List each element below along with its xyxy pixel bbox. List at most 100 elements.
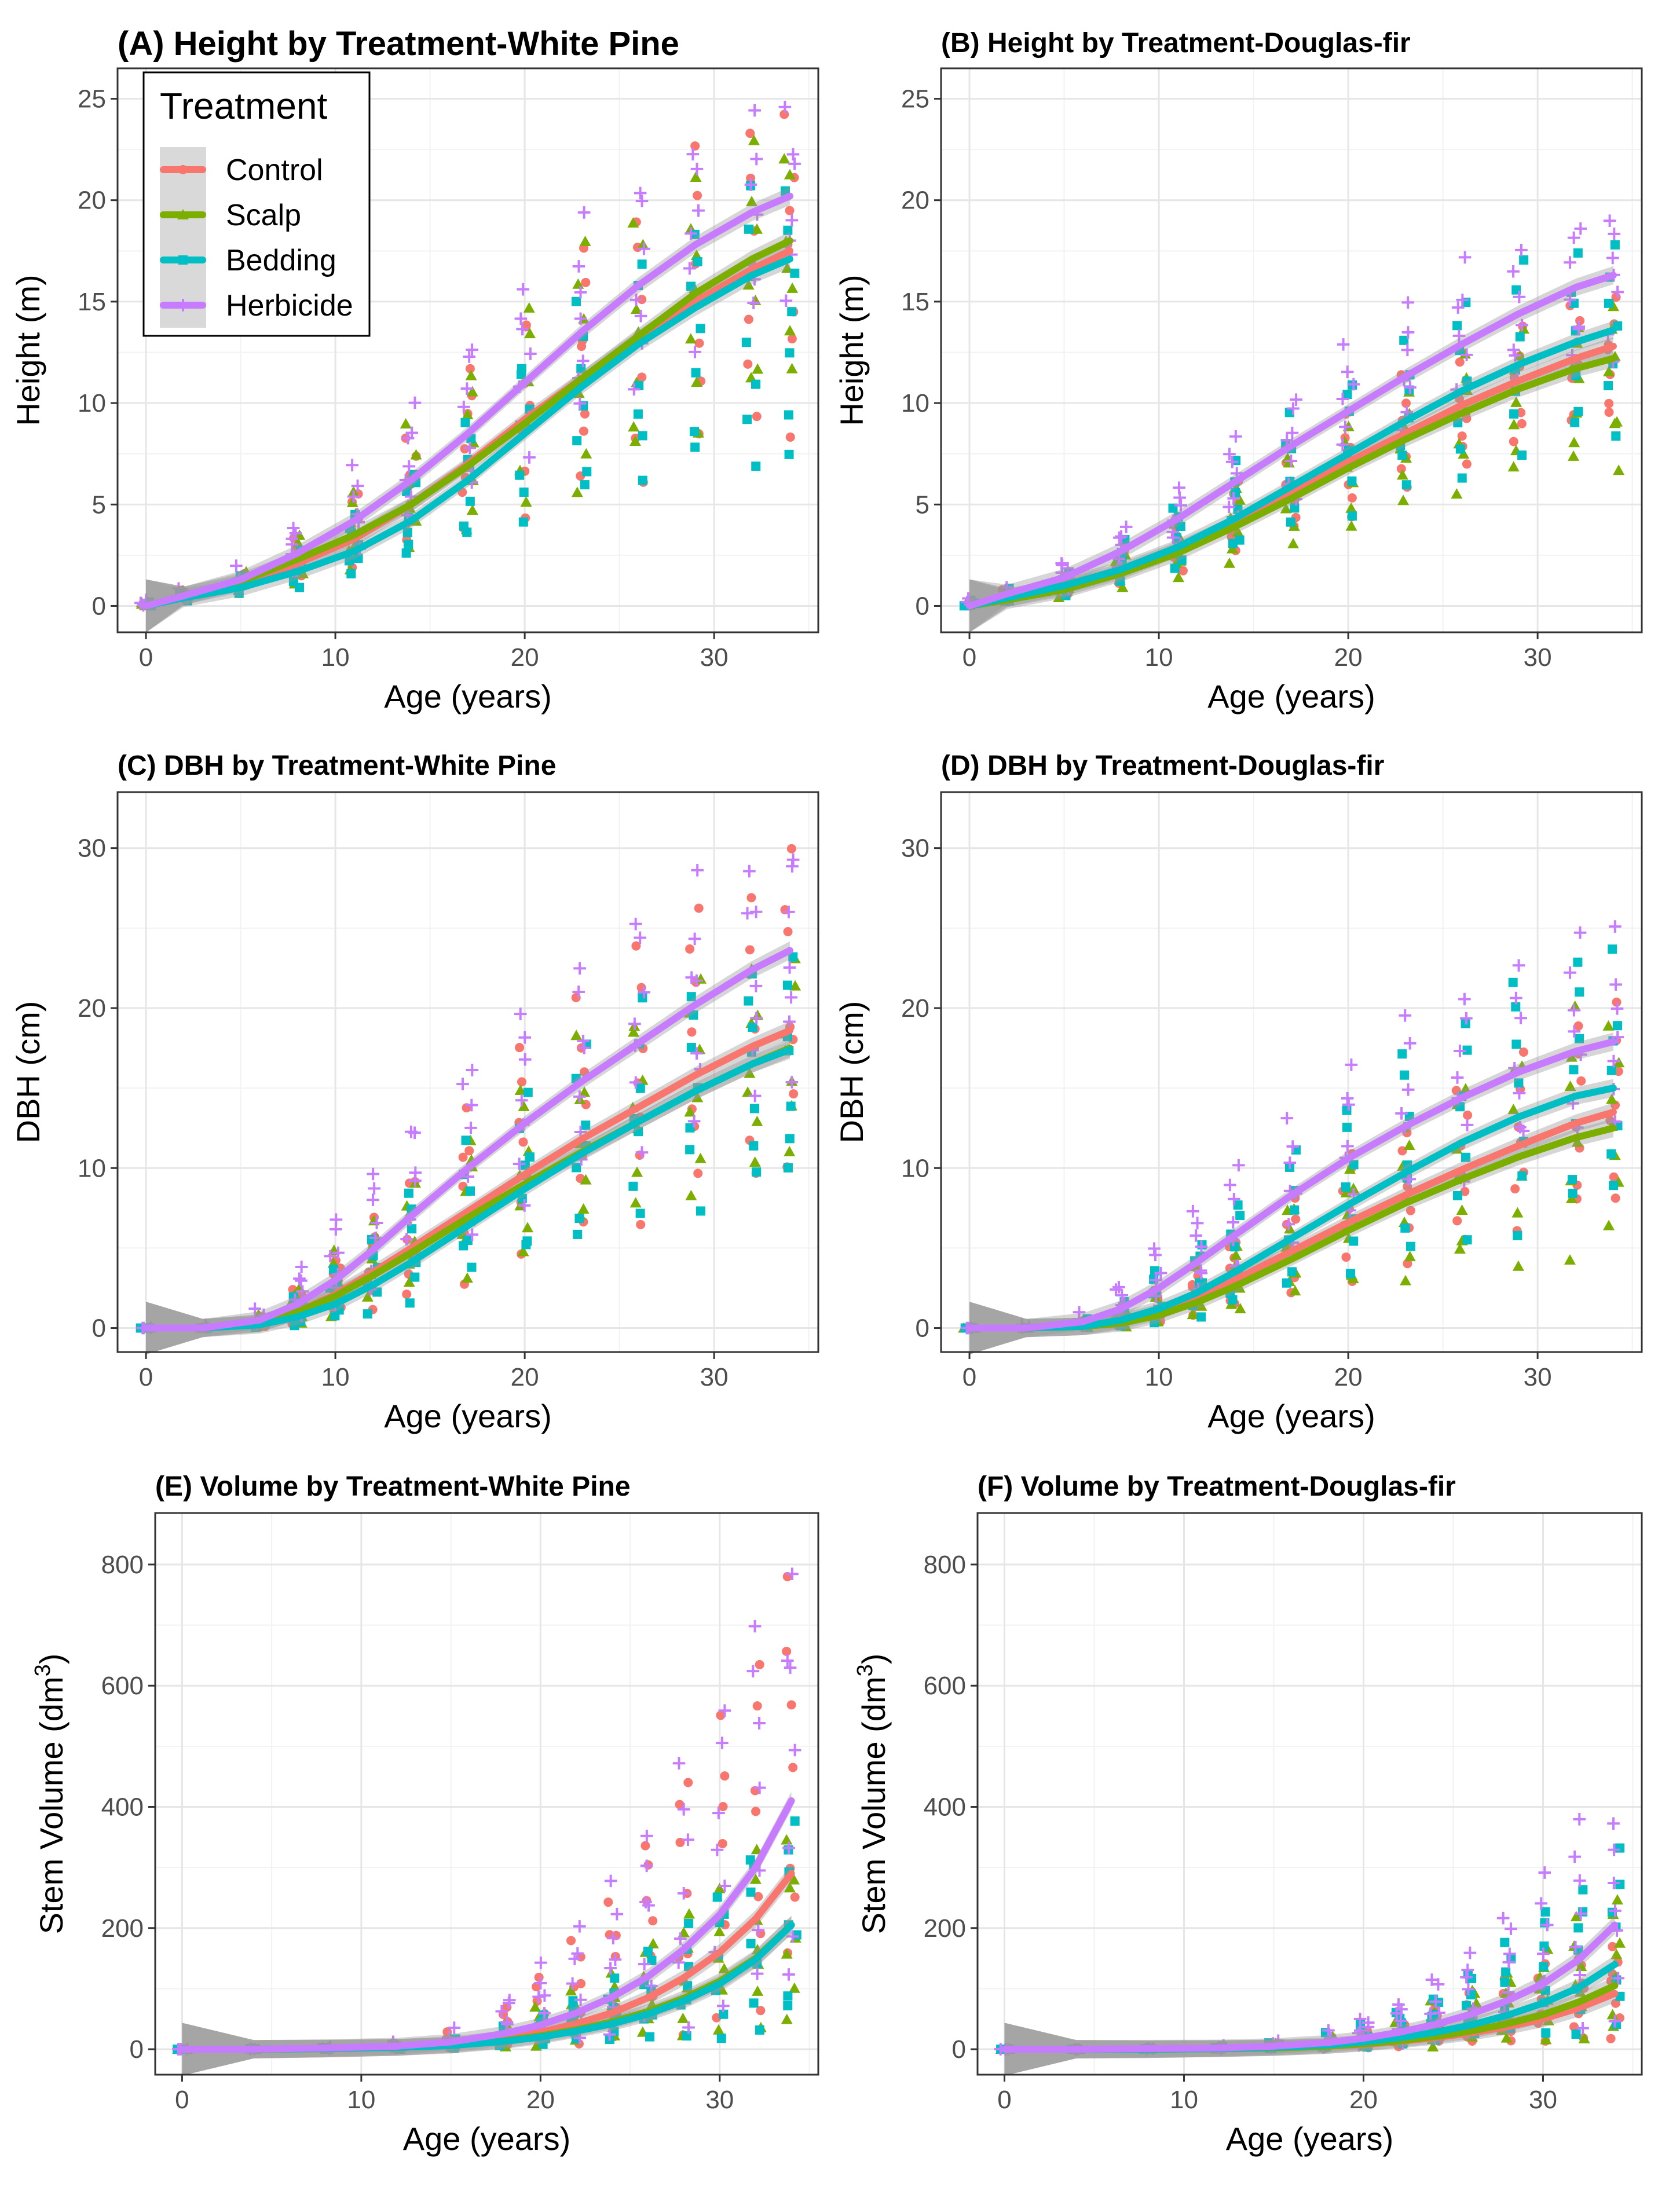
point-control [1457,431,1467,441]
point-scalp [570,1030,583,1041]
point-bedding [744,224,753,234]
point-control [579,426,588,436]
point-bedding [790,1816,800,1826]
panel-e-background [155,1513,818,2075]
point-herbicide [1400,406,1414,419]
point-herbicide [1361,2016,1375,2029]
point-herbicide [1576,2021,1589,2035]
point-scalp [752,1985,764,1996]
point-control [640,1841,650,1851]
point-scalp [784,1882,796,1893]
point-bedding [643,1946,653,1956]
point-herbicide [573,962,586,975]
point-control [1347,493,1357,503]
point-bedding [751,461,761,471]
point-herbicide [1322,2024,1335,2037]
point-scalp [713,1882,726,1893]
point-scalp [786,282,799,293]
point-bedding [1613,1021,1623,1031]
point-bedding [1457,473,1467,483]
point-herbicide [1354,2024,1367,2037]
point-bedding [288,577,298,587]
point-control [790,1892,800,1902]
point-bedding [744,996,753,1006]
point-scalp [1232,526,1244,537]
point-herbicide [1191,1217,1204,1230]
point-control [712,2013,722,2023]
point-scalp [1195,1300,1207,1311]
point-herbicide [1229,430,1242,443]
point-control [464,1146,474,1156]
point-control [637,372,647,382]
point-bedding [783,1991,793,2001]
point-herbicide [1564,966,1576,979]
point-herbicide [672,1757,686,1770]
point-herbicide [466,1228,479,1241]
x-tick-label: 30 [1529,2086,1557,2114]
panel-b-title: (B) Height by Treatment-Douglas-fir [941,28,1411,58]
point-bedding [686,1042,696,1052]
point-scalp [1565,1193,1577,1204]
point-herbicide [782,906,795,918]
point-herbicide [1568,1850,1581,1863]
point-herbicide [1572,320,1586,334]
y-tick-label: 20 [901,994,929,1023]
point-control [1604,398,1614,408]
point-herbicide [1573,1813,1586,1826]
point-herbicide [788,1743,801,1757]
point-scalp [1611,1948,1623,1959]
y-tick-label: 10 [901,1154,929,1182]
point-herbicide [1286,426,1299,439]
point-herbicide [604,1874,617,1888]
point-control [1569,2022,1579,2032]
point-herbicide [465,1098,478,1112]
point-herbicide [785,991,797,1004]
point-scalp [677,2012,689,2023]
point-bedding [686,281,696,291]
y-tick-label: 30 [901,834,929,863]
legend-title: Treatment [160,85,328,127]
point-herbicide [460,382,474,395]
point-control [779,109,789,119]
point-herbicide [683,262,696,275]
point-herbicide [1516,318,1528,332]
point-bedding [1517,450,1527,460]
point-herbicide [1432,1978,1445,1991]
point-bedding [1615,1843,1625,1853]
x-axis-title: Age (years) [1226,2120,1393,2157]
point-bedding [574,1214,584,1223]
point-bedding [572,1163,581,1173]
point-herbicide [1173,481,1185,494]
point-bedding [1235,535,1245,545]
point-control [1609,1172,1619,1182]
point-herbicide [781,1654,794,1667]
point-bedding [682,2031,691,2041]
legend-label-scalp: Scalp [226,199,301,232]
point-herbicide [538,2007,551,2020]
line-bedding [142,1046,793,1332]
point-herbicide [690,163,704,175]
point-bedding [1515,332,1525,342]
point-control [1510,1184,1520,1194]
point-herbicide [332,1246,345,1259]
point-herbicide [689,346,701,358]
panel-e: 0 10 20 30 0 200 400 600 800 Age (years) Stem Volu… [31,1471,819,2157]
point-herbicide [750,1012,763,1024]
point-scalp [1117,581,1129,592]
point-bedding [1578,1907,1588,1917]
point-control [788,1763,798,1772]
y-axis-title: Stem Volume (dm3) [31,1654,69,1935]
ribbon-herbicide [146,186,790,633]
point-control [518,1137,528,1147]
y-tick-label: 25 [78,85,106,113]
point-control [789,1089,799,1099]
point-herbicide [573,1090,586,1103]
point-scalp [784,1145,796,1156]
x-tick-label: 0 [962,643,976,672]
point-herbicide [1507,265,1520,278]
x-tick-label: 20 [511,1363,539,1391]
point-herbicide [628,383,640,396]
panel-f-lines [1001,1921,1619,2053]
panel-a-border [116,67,819,633]
panel-b-lines [966,272,1617,610]
